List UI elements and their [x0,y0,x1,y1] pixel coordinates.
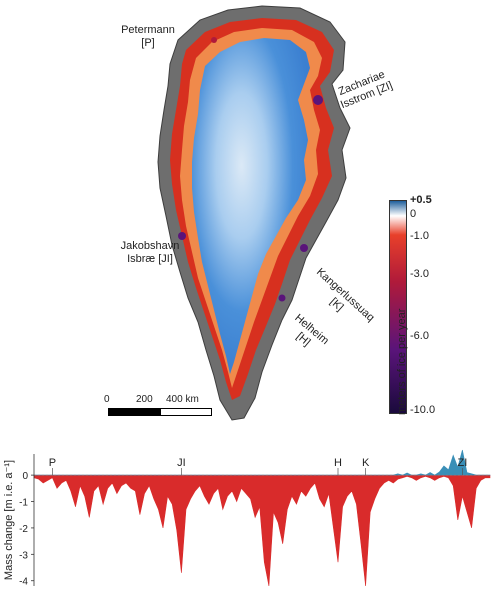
annotation-label-1: JI [177,457,186,469]
y-tick-label-3: -3 [19,550,28,561]
scale-tick-400: 400 km [166,394,199,405]
y-tick-label-0: 0 [22,471,28,482]
annotation-label-3: K [362,457,370,469]
colorbar-tick-3: -3.0 [410,268,429,280]
scale-tick-0: 0 [104,394,110,405]
jakobshavn-outlet [178,232,186,240]
annotation-label-2: H [334,457,342,469]
colorbar-tick-6: -6.0 [410,330,429,342]
y-axis-label: Mass change [m i.e. a⁻¹] [3,460,15,580]
kangerlussuaq-outlet [300,244,308,252]
scale-bar-white [160,408,212,416]
colorbar-title: meters of ice per year [396,308,408,415]
scale-bar-black [108,408,162,416]
zachariae-outlet [313,95,323,105]
label-petermann: Petermann [P] [108,24,188,50]
y-tick-label-1: -1 [19,498,28,509]
series-area-1 [33,449,491,476]
colorbar-tick-zero: 0 [410,208,417,220]
label-jakobshavn-name: Jakobshavn [120,240,180,252]
interior-ice [192,38,310,374]
series-area-0 [33,474,491,587]
colorbar-tick-10: -10.0 [410,404,436,416]
label-petermann-name: Petermann [121,24,175,36]
annotation-label-0: P [49,457,56,469]
label-jakobshavn: Jakobshavn Isbræ [JI] [110,240,190,266]
greenland-ice-map [157,5,351,421]
y-tick-label-4: -4 [19,577,28,588]
annotation-label-4: ZI [457,457,467,469]
colorbar-tick-1: -1.0 [410,230,429,242]
colorbar-tick-pos: +0.5 [410,194,432,206]
mass-change-chart: 0 -1 -2 -3 -4 Mass change [m i.e. a⁻¹] P JI H K ZI [3,449,491,588]
label-jakobshavn-code: Isbræ [JI] [127,253,173,265]
y-tick-label-2: -2 [19,524,28,535]
petermann-outlet [211,37,217,43]
colorbar [389,200,407,414]
label-petermann-code: [P] [141,37,155,49]
helheim-outlet [278,294,286,302]
scale-tick-200: 200 [136,394,153,405]
